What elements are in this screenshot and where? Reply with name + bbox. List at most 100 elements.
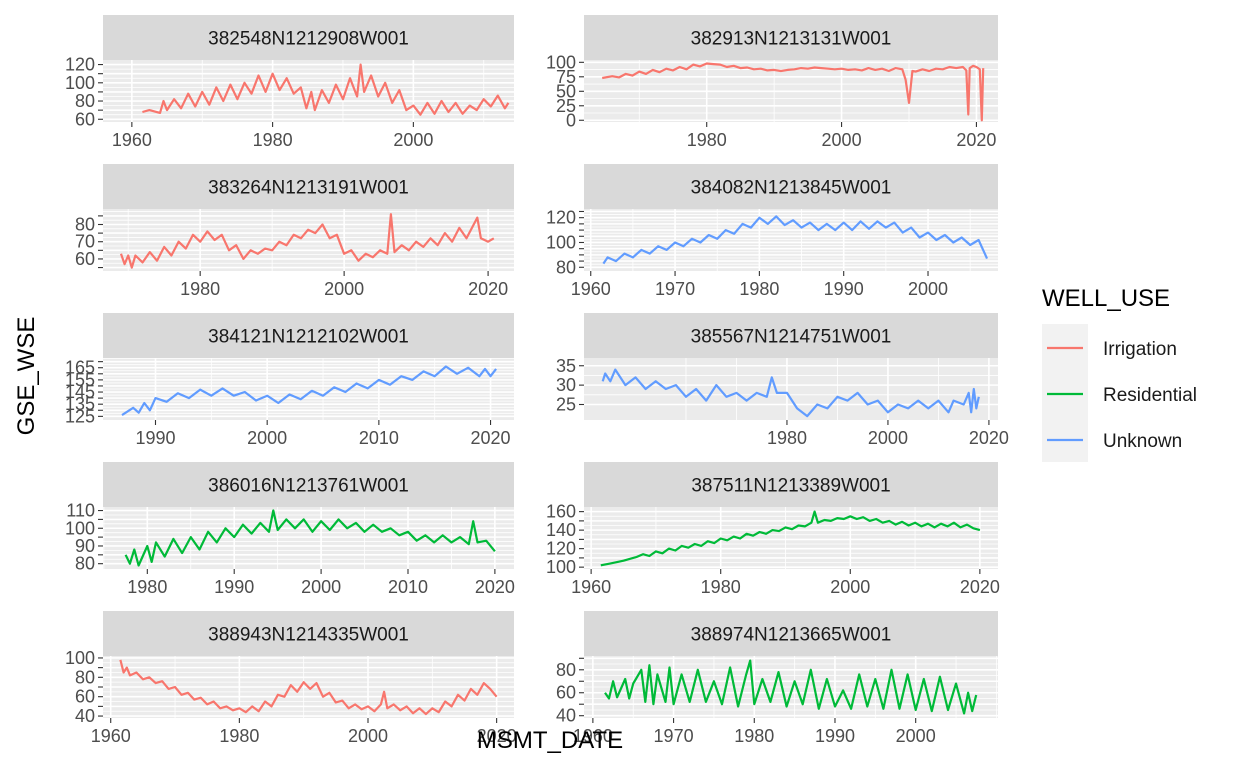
y-tick-label: 60 bbox=[556, 683, 576, 703]
x-tick-label: 1960 bbox=[91, 726, 131, 746]
legend-label: Residential bbox=[1103, 385, 1197, 406]
x-tick-label: 1960 bbox=[112, 130, 152, 150]
legend-label: Irrigation bbox=[1103, 339, 1177, 360]
y-tick-label: 125 bbox=[65, 406, 95, 426]
x-tick-label: 1960 bbox=[571, 279, 611, 299]
legend-label: Unknown bbox=[1103, 431, 1182, 452]
y-tick-label: 25 bbox=[556, 96, 576, 116]
facet-strip bbox=[103, 313, 514, 358]
x-tick-label: 1980 bbox=[127, 577, 167, 597]
y-tick-label: 100 bbox=[65, 648, 95, 668]
y-tick-label: 80 bbox=[556, 660, 576, 680]
x-tick-label: 2020 bbox=[468, 279, 508, 299]
x-tick-label: 2000 bbox=[868, 428, 908, 448]
facet-strip bbox=[103, 462, 514, 507]
legend-title: WELL_USE bbox=[1042, 285, 1170, 312]
legend-items: Irrigation Residential Unknown bbox=[1047, 339, 1197, 452]
y-tick-label: 80 bbox=[75, 91, 95, 111]
x-tick-label: 1990 bbox=[824, 279, 864, 299]
y-tick-label: 40 bbox=[75, 706, 95, 726]
facet-strip bbox=[584, 611, 998, 656]
y-tick-label: 135 bbox=[65, 394, 95, 414]
y-tick-label: 145 bbox=[65, 382, 95, 402]
x-tick-label: 2010 bbox=[359, 428, 399, 448]
y-tick-label: 100 bbox=[546, 52, 576, 72]
x-tick-label: 1980 bbox=[687, 130, 727, 150]
x-tick-label: 1980 bbox=[734, 726, 774, 746]
facet-panel: 384082N1213845W001 80 100 120 1960 1970 1980 19… bbox=[546, 164, 998, 299]
x-tick-label: 2000 bbox=[830, 577, 870, 597]
x-tick-label: 2010 bbox=[388, 577, 428, 597]
y-tick-label: 75 bbox=[556, 67, 576, 87]
x-tick-label: 1970 bbox=[655, 279, 695, 299]
x-tick-label: 2000 bbox=[822, 130, 862, 150]
series-line bbox=[119, 213, 495, 269]
x-tick-label: 1980 bbox=[180, 279, 220, 299]
x-tick-label: 1990 bbox=[815, 726, 855, 746]
facet-strip bbox=[103, 164, 514, 209]
y-tick-label: 100 bbox=[65, 73, 95, 93]
x-tick-label: 2020 bbox=[960, 577, 1000, 597]
y-tick-label: 120 bbox=[65, 55, 95, 75]
y-tick-label: 165 bbox=[65, 358, 95, 378]
series-line bbox=[602, 62, 985, 122]
y-tick-label: 100 bbox=[65, 518, 95, 538]
panel-background bbox=[103, 209, 514, 271]
facet-strip bbox=[103, 611, 514, 656]
y-tick-label: 155 bbox=[65, 370, 95, 390]
x-tick-label: 2000 bbox=[393, 130, 433, 150]
series-line bbox=[124, 509, 496, 567]
series-line bbox=[601, 368, 980, 418]
y-tick-label: 60 bbox=[75, 687, 95, 707]
x-tick-label: 2020 bbox=[471, 428, 511, 448]
panel-background bbox=[103, 507, 514, 569]
x-tick-label: 1980 bbox=[219, 726, 259, 746]
y-tick-label: 60 bbox=[75, 249, 95, 269]
facet-strip bbox=[584, 15, 998, 60]
facet-strip-label: 385567N1214751W001 bbox=[691, 327, 892, 348]
y-tick-label: 30 bbox=[556, 375, 576, 395]
y-axis-title: GSE_WSE bbox=[13, 317, 40, 436]
x-tick-label: 2000 bbox=[301, 577, 341, 597]
y-tick-label: 35 bbox=[556, 356, 576, 376]
facet-strip bbox=[584, 164, 998, 209]
y-tick-label: 140 bbox=[546, 520, 576, 540]
x-tick-label: 2000 bbox=[348, 726, 388, 746]
x-tick-label: 2000 bbox=[324, 279, 364, 299]
facet-strip-label: 382913N1213131W001 bbox=[691, 29, 892, 50]
y-tick-label: 90 bbox=[75, 536, 95, 556]
x-tick-label: 1980 bbox=[739, 279, 779, 299]
x-tick-label: 2020 bbox=[477, 726, 517, 746]
y-tick-label: 25 bbox=[556, 395, 576, 415]
y-tick-label: 80 bbox=[75, 554, 95, 574]
x-tick-label: 2000 bbox=[896, 726, 936, 746]
x-tick-label: 1980 bbox=[701, 577, 741, 597]
series-line bbox=[600, 510, 981, 567]
y-tick-label: 110 bbox=[66, 501, 95, 521]
y-tick-label: 100 bbox=[546, 232, 576, 252]
x-tick-label: 2000 bbox=[908, 279, 948, 299]
y-tick-label: 100 bbox=[546, 557, 576, 577]
x-tick-label: 1960 bbox=[573, 726, 613, 746]
y-tick-label: 60 bbox=[75, 109, 95, 129]
series-line bbox=[602, 215, 989, 265]
x-tick-label: 1990 bbox=[135, 428, 175, 448]
x-tick-label: 2020 bbox=[475, 577, 515, 597]
y-tick-label: 80 bbox=[75, 215, 95, 235]
y-tick-label: 80 bbox=[75, 667, 95, 687]
facet-strip-label: 388974N1213665W001 bbox=[691, 625, 892, 646]
x-tick-label: 1970 bbox=[654, 726, 694, 746]
facet-strip-label: 384121N1212102W001 bbox=[208, 327, 409, 348]
x-tick-label: 2020 bbox=[969, 428, 1009, 448]
facet-strip-label: 386016N1213761W001 bbox=[208, 476, 409, 497]
series-line bbox=[142, 63, 510, 116]
facet-strip bbox=[584, 313, 998, 358]
y-tick-label: 120 bbox=[546, 539, 576, 559]
